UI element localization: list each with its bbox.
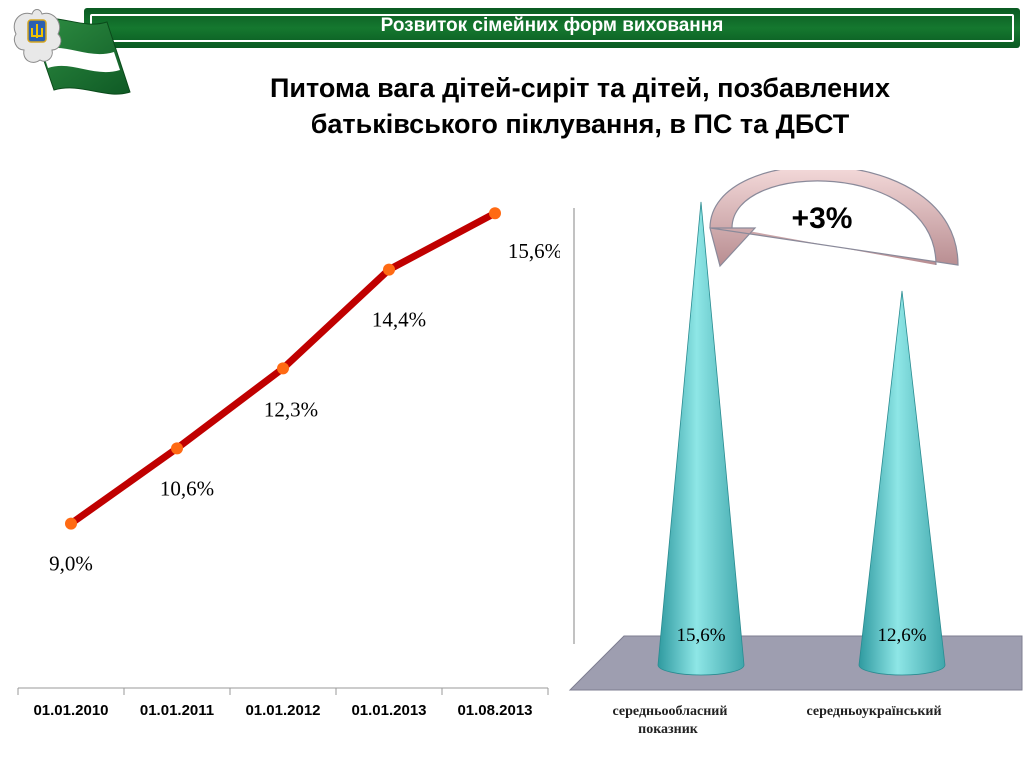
x-tick-label: середньоукраїнський (806, 704, 941, 719)
data-label: 9,0% (49, 552, 93, 576)
x-tick-label-line: середньообласний (613, 704, 728, 719)
header-bar: Розвиток сімейних форм виховання (84, 8, 1020, 48)
data-label: 10,6% (160, 476, 214, 500)
slide-title-line-1: Питома вага дітей-сиріт та дітей, позбав… (269, 73, 891, 103)
x-tick-label: 01.01.2013 (351, 702, 426, 719)
data-label: 15,6% (676, 625, 725, 646)
x-tick-label-line: середньоукраїнський (806, 704, 941, 719)
data-point (65, 517, 77, 530)
data-label: 12,6% (877, 625, 926, 646)
data-label: 15,6% (508, 239, 560, 263)
data-point (489, 207, 501, 220)
cone-chart: 15,6% 12,6%середньообласний показниксередн… (568, 170, 1023, 737)
line-chart: 01.01.2010 01.01.2011 01.01.2012 01.01.2013… (17, 207, 560, 719)
data-point (171, 442, 183, 455)
data-point (277, 362, 289, 375)
difference-annotation: +3% (792, 202, 853, 235)
x-tick-label: середньообласний показник (613, 704, 728, 737)
chart-floor (568, 635, 1023, 691)
data-label: 14,4% (372, 308, 426, 332)
cone-bar (657, 201, 745, 676)
x-tick-label-line: показник (638, 722, 699, 737)
logo-emblem-icon (13, 9, 131, 95)
header-title: Розвиток сімейних форм виховання (380, 15, 724, 36)
cone-bar (858, 290, 946, 676)
slide-title-line-2: батьківського піклування, в ПС та ДБСТ (310, 109, 850, 139)
curved-arrow-icon (709, 170, 959, 268)
x-tick-label: 01.08.2013 (457, 702, 532, 719)
data-label: 12,3% (264, 397, 318, 421)
data-point (383, 263, 395, 276)
x-tick-label: 01.01.2010 (33, 702, 108, 719)
x-tick-label: 01.01.2012 (245, 702, 320, 719)
x-tick-label: 01.01.2011 (140, 702, 214, 719)
